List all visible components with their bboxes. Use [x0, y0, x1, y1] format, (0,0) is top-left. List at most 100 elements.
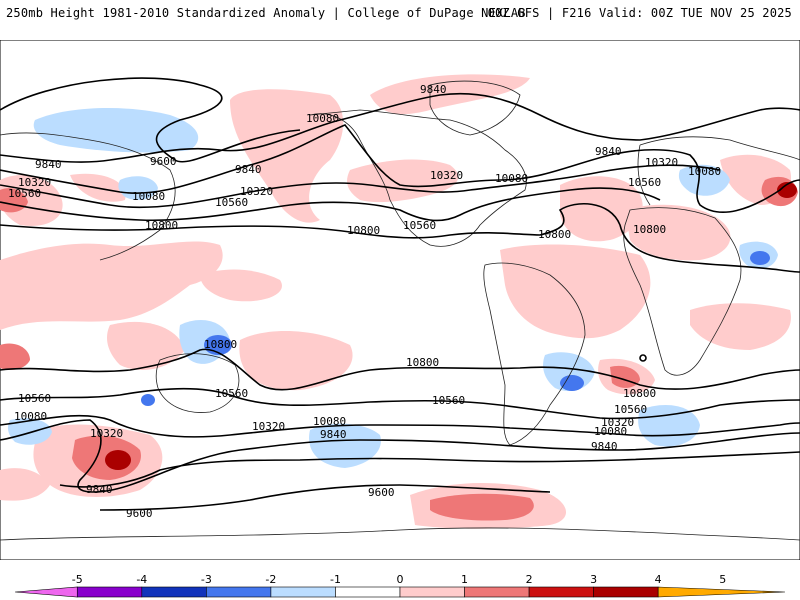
- anomaly-region-s-america: [500, 244, 651, 339]
- colorbar-tick-label: 1: [461, 573, 468, 586]
- colorbar-tick-label: -4: [136, 573, 147, 586]
- contour-label: 9840: [320, 428, 347, 441]
- coast-europe: [637, 136, 800, 206]
- contour-label: 9840: [591, 440, 618, 453]
- contour-label: 10800: [623, 387, 656, 400]
- contour-label: 10320: [18, 176, 51, 189]
- contour-label: 10800: [538, 228, 571, 241]
- colorbar-tick-label: 4: [655, 573, 662, 586]
- anomaly-core-africa: [750, 251, 770, 265]
- colorbar: -5 -4 -3 -2 -1 0 1 2 3 4 5: [14, 573, 786, 598]
- contour-labels: 9840 9600 10320 10560 10080 9840 10320 1…: [8, 83, 721, 520]
- colorbar-segment: [76, 586, 143, 598]
- contour-10800-south: [0, 348, 800, 391]
- colorbar-segment: [528, 586, 594, 598]
- contour-label: 9840: [35, 158, 62, 171]
- anomaly-core-s-ocean: [141, 394, 155, 406]
- anomaly-region-s-ocean-w-neg: [7, 418, 53, 445]
- contour-label: 9840: [235, 163, 262, 176]
- anomaly-region-s-pacific: [239, 330, 353, 391]
- contour-label: 10080: [495, 172, 528, 185]
- colorbar-segment: [14, 586, 78, 598]
- strong-negative-shading: [141, 251, 770, 406]
- contour-label: 10080: [14, 410, 47, 423]
- contour-9840-north: [0, 92, 800, 163]
- contour-label: 10560: [215, 387, 248, 400]
- colorbar-segments: [14, 586, 786, 598]
- coast-antarctica: [0, 527, 800, 541]
- contour-label: 10080: [306, 112, 339, 125]
- contour-10320-north: [0, 164, 721, 209]
- contour-label: 10560: [403, 219, 436, 232]
- contour-label: 10800: [347, 224, 380, 237]
- colorbar-segment: [335, 586, 401, 598]
- anomaly-peak-s-ocean: [105, 450, 131, 470]
- colorbar-tick-labels: -5 -4 -3 -2 -1 0 1 2 3 4 5: [72, 573, 726, 586]
- colorbar-tick-label: -5: [72, 573, 83, 586]
- anomaly-region-n-pacific-neg: [118, 176, 158, 200]
- contour-label: 9840: [595, 145, 622, 158]
- colorbar-tick-label: 5: [719, 573, 726, 586]
- positive-anomaly-shading: [0, 74, 791, 529]
- anomaly-region-pacific-tropics: [200, 269, 282, 302]
- contour-label: 10800: [204, 338, 237, 351]
- anomaly-region-s-pacific-neg: [309, 423, 381, 468]
- contour-label: 9600: [126, 507, 153, 520]
- colorbar-tick-label: -1: [330, 573, 341, 586]
- contour-label: 10080: [688, 165, 721, 178]
- anomaly-peak-asia: [777, 182, 797, 198]
- coast-asia: [0, 132, 176, 261]
- contour-label: 10320: [645, 156, 678, 169]
- contour-label: 10800: [406, 356, 439, 369]
- contour-label: 10320: [430, 169, 463, 182]
- colorbar-tick-label: 3: [590, 573, 597, 586]
- coast-south-america: [483, 262, 586, 446]
- contour-9840-south: [59, 451, 800, 488]
- contour-9600-north: [0, 77, 301, 163]
- anomaly-region-n-pacific: [230, 89, 344, 223]
- colorbar-segment: [270, 586, 336, 598]
- colorbar-segment: [141, 586, 207, 598]
- anomaly-core-tropics-w: [0, 343, 30, 370]
- contour-label: 10080: [313, 415, 346, 428]
- anomaly-region-atlantic: [560, 176, 643, 242]
- contour-10080-north: [0, 124, 800, 213]
- contour-label: 10560: [8, 187, 41, 200]
- contour-label: 10320: [252, 420, 285, 433]
- contour-label: 10080: [594, 425, 627, 438]
- contour-label: 10560: [614, 403, 647, 416]
- contour-label: 10560: [18, 392, 51, 405]
- colorbar-segment: [593, 586, 659, 598]
- contour-10560-south: [0, 387, 800, 420]
- contour-label: 10800: [145, 219, 178, 232]
- colorbar-tick-label: 0: [397, 573, 404, 586]
- colorbar-segment: [464, 586, 530, 598]
- contour-label: 10560: [215, 196, 248, 209]
- contour-10320-south: [0, 414, 800, 438]
- contour-label: 10560: [628, 176, 661, 189]
- map-title: 250mb Height 1981-2010 Standardized Anom…: [6, 6, 526, 20]
- contour-label: 9840: [420, 83, 447, 96]
- contour-label: 10320: [601, 416, 634, 429]
- contour-10560-north: [0, 187, 661, 222]
- contour-10080-south: [0, 419, 800, 493]
- contour-label: 9600: [368, 486, 395, 499]
- contour-label: 10080: [132, 190, 165, 203]
- coastlines: [0, 80, 800, 541]
- coast-greenland: [429, 80, 521, 136]
- contour-label: 10800: [633, 223, 666, 236]
- anomaly-core-antarctica: [430, 493, 534, 521]
- contour-label: 10320: [90, 427, 123, 440]
- colorbar-segment: [399, 586, 465, 598]
- coast-africa: [623, 207, 742, 376]
- anomaly-region-arabia: [690, 303, 791, 350]
- contour-label: 10320: [240, 185, 273, 198]
- height-contours: [0, 77, 800, 511]
- anomaly-region-tropics-w: [0, 241, 223, 330]
- contour-label: 9600: [150, 155, 177, 168]
- model-valid-time: 00Z GFS | F216 Valid: 00Z TUE NOV 25 202…: [487, 6, 792, 20]
- colorbar-segment: [206, 586, 272, 598]
- colorbar-tick-label: -3: [201, 573, 212, 586]
- contour-9600-south: [99, 484, 551, 511]
- contour-label: 9840: [86, 483, 113, 496]
